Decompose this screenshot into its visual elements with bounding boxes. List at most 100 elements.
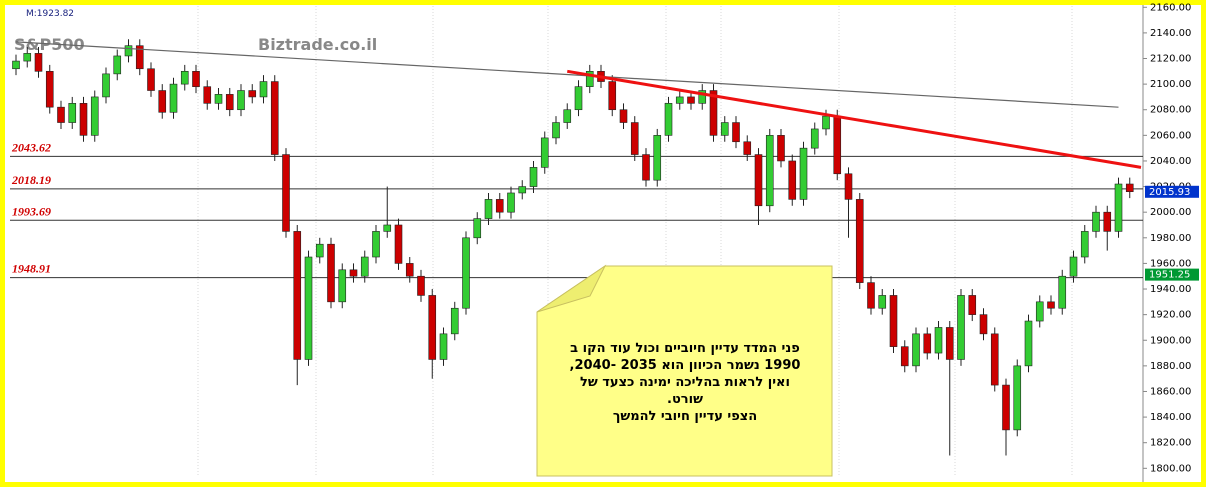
candle-body	[900, 346, 909, 367]
candle-body	[248, 90, 257, 98]
candle-body	[259, 81, 268, 98]
candle-body	[1035, 301, 1044, 322]
candle-body	[237, 90, 245, 111]
candle-body	[23, 53, 32, 62]
candle-body	[709, 90, 718, 136]
note: פני המדד עדיין חיוביים וכול עוד הקו ב 199…	[545, 340, 825, 425]
candle-body	[687, 96, 695, 104]
note-line: ואין לראות בהליכה ימינה כצעד של	[580, 375, 790, 390]
candle-body	[799, 147, 808, 200]
candle-body	[417, 275, 425, 296]
y-tick-label: 1900.00	[1150, 335, 1191, 346]
candle-body	[203, 86, 212, 104]
candle-body	[889, 295, 898, 347]
note-fold	[536, 264, 607, 313]
candle-body	[124, 45, 133, 57]
candle-body	[192, 71, 200, 87]
candle-body	[585, 71, 594, 87]
candle-body	[90, 96, 99, 136]
candle-body	[1080, 231, 1089, 258]
candle-body	[720, 122, 729, 136]
candle-body	[282, 154, 290, 232]
y-tick-label: 2060.00	[1150, 130, 1191, 141]
chart-title: S&P500	[14, 35, 85, 54]
candle-body	[1002, 384, 1010, 431]
candle-body	[68, 103, 77, 123]
candle-body	[518, 186, 527, 194]
candle-body	[1069, 256, 1078, 277]
level-label: 1948.91	[12, 262, 51, 276]
price-tag-label: 1951.25	[1149, 270, 1190, 281]
candle-body	[563, 109, 572, 123]
candle-body	[990, 333, 999, 386]
price-tag-label: 2015.93	[1149, 187, 1190, 198]
candle-body	[777, 135, 785, 162]
candle-body	[1047, 301, 1055, 309]
price-tag	[1145, 268, 1199, 281]
candle-body	[225, 94, 234, 111]
candle-body	[1114, 183, 1123, 232]
candle-body	[934, 327, 943, 354]
y-tick-label: 1980.00	[1150, 233, 1191, 244]
y-tick-label: 1800.00	[1150, 463, 1191, 474]
info-label: M:1923.82	[26, 9, 74, 19]
candle-body	[788, 160, 797, 200]
candle-body	[57, 106, 65, 123]
candle-body	[462, 237, 470, 309]
y-tick-label: 1920.00	[1150, 310, 1191, 321]
candle-body	[338, 269, 347, 303]
candle-body	[1092, 211, 1100, 232]
candle-body	[957, 295, 965, 360]
candle-body	[923, 333, 932, 354]
y-tick-label: 2120.00	[1150, 54, 1191, 65]
candle-body	[12, 60, 20, 70]
y-tick-label: 2040.00	[1150, 156, 1191, 167]
candle-body	[822, 115, 830, 130]
candle-body	[507, 192, 515, 213]
candle-body	[867, 282, 875, 309]
candle-body	[293, 231, 302, 360]
candle-body	[698, 90, 707, 104]
candle-body	[552, 122, 560, 139]
trend-line	[15, 41, 1119, 108]
candle-body	[732, 122, 740, 143]
candle-body	[529, 167, 538, 187]
candle-body	[158, 90, 167, 113]
candle-body	[439, 333, 448, 360]
candle-body	[1024, 320, 1033, 367]
candle-body	[495, 199, 504, 213]
candle-body	[270, 81, 279, 155]
candle-body	[135, 45, 144, 70]
candle-body	[844, 173, 853, 200]
candle-body	[833, 115, 842, 175]
candle-body	[180, 71, 189, 85]
candle-body	[169, 83, 178, 113]
candle-body	[304, 256, 313, 360]
candle-body	[383, 224, 392, 232]
candle-body	[473, 218, 482, 239]
candle-body	[754, 154, 763, 207]
y-tick-label: 1940.00	[1150, 284, 1191, 295]
candle-body	[664, 103, 673, 136]
candle-body	[540, 137, 549, 168]
level-label: 2043.62	[11, 140, 51, 154]
candle-body	[315, 243, 324, 258]
note-line: הצפי עדיין חיובי להמשך	[612, 409, 758, 424]
y-tick-label: 2140.00	[1150, 28, 1191, 39]
candle-body	[945, 327, 954, 360]
y-tick-label: 1860.00	[1150, 386, 1191, 397]
candle-body	[619, 109, 628, 123]
candle-body	[349, 269, 358, 277]
note-line: 1990 נשמר הכיוון הוא 2035 -2040,	[569, 358, 801, 373]
candle-body	[372, 231, 380, 258]
candle-body	[653, 135, 662, 181]
candle-body	[1013, 365, 1022, 431]
level-label: 2018.19	[11, 173, 51, 187]
candle-body	[394, 224, 403, 264]
candle-body	[608, 81, 617, 111]
candle-body	[45, 71, 54, 108]
candle-body	[878, 295, 887, 309]
candle-body	[968, 295, 977, 315]
candle-body	[912, 333, 920, 367]
